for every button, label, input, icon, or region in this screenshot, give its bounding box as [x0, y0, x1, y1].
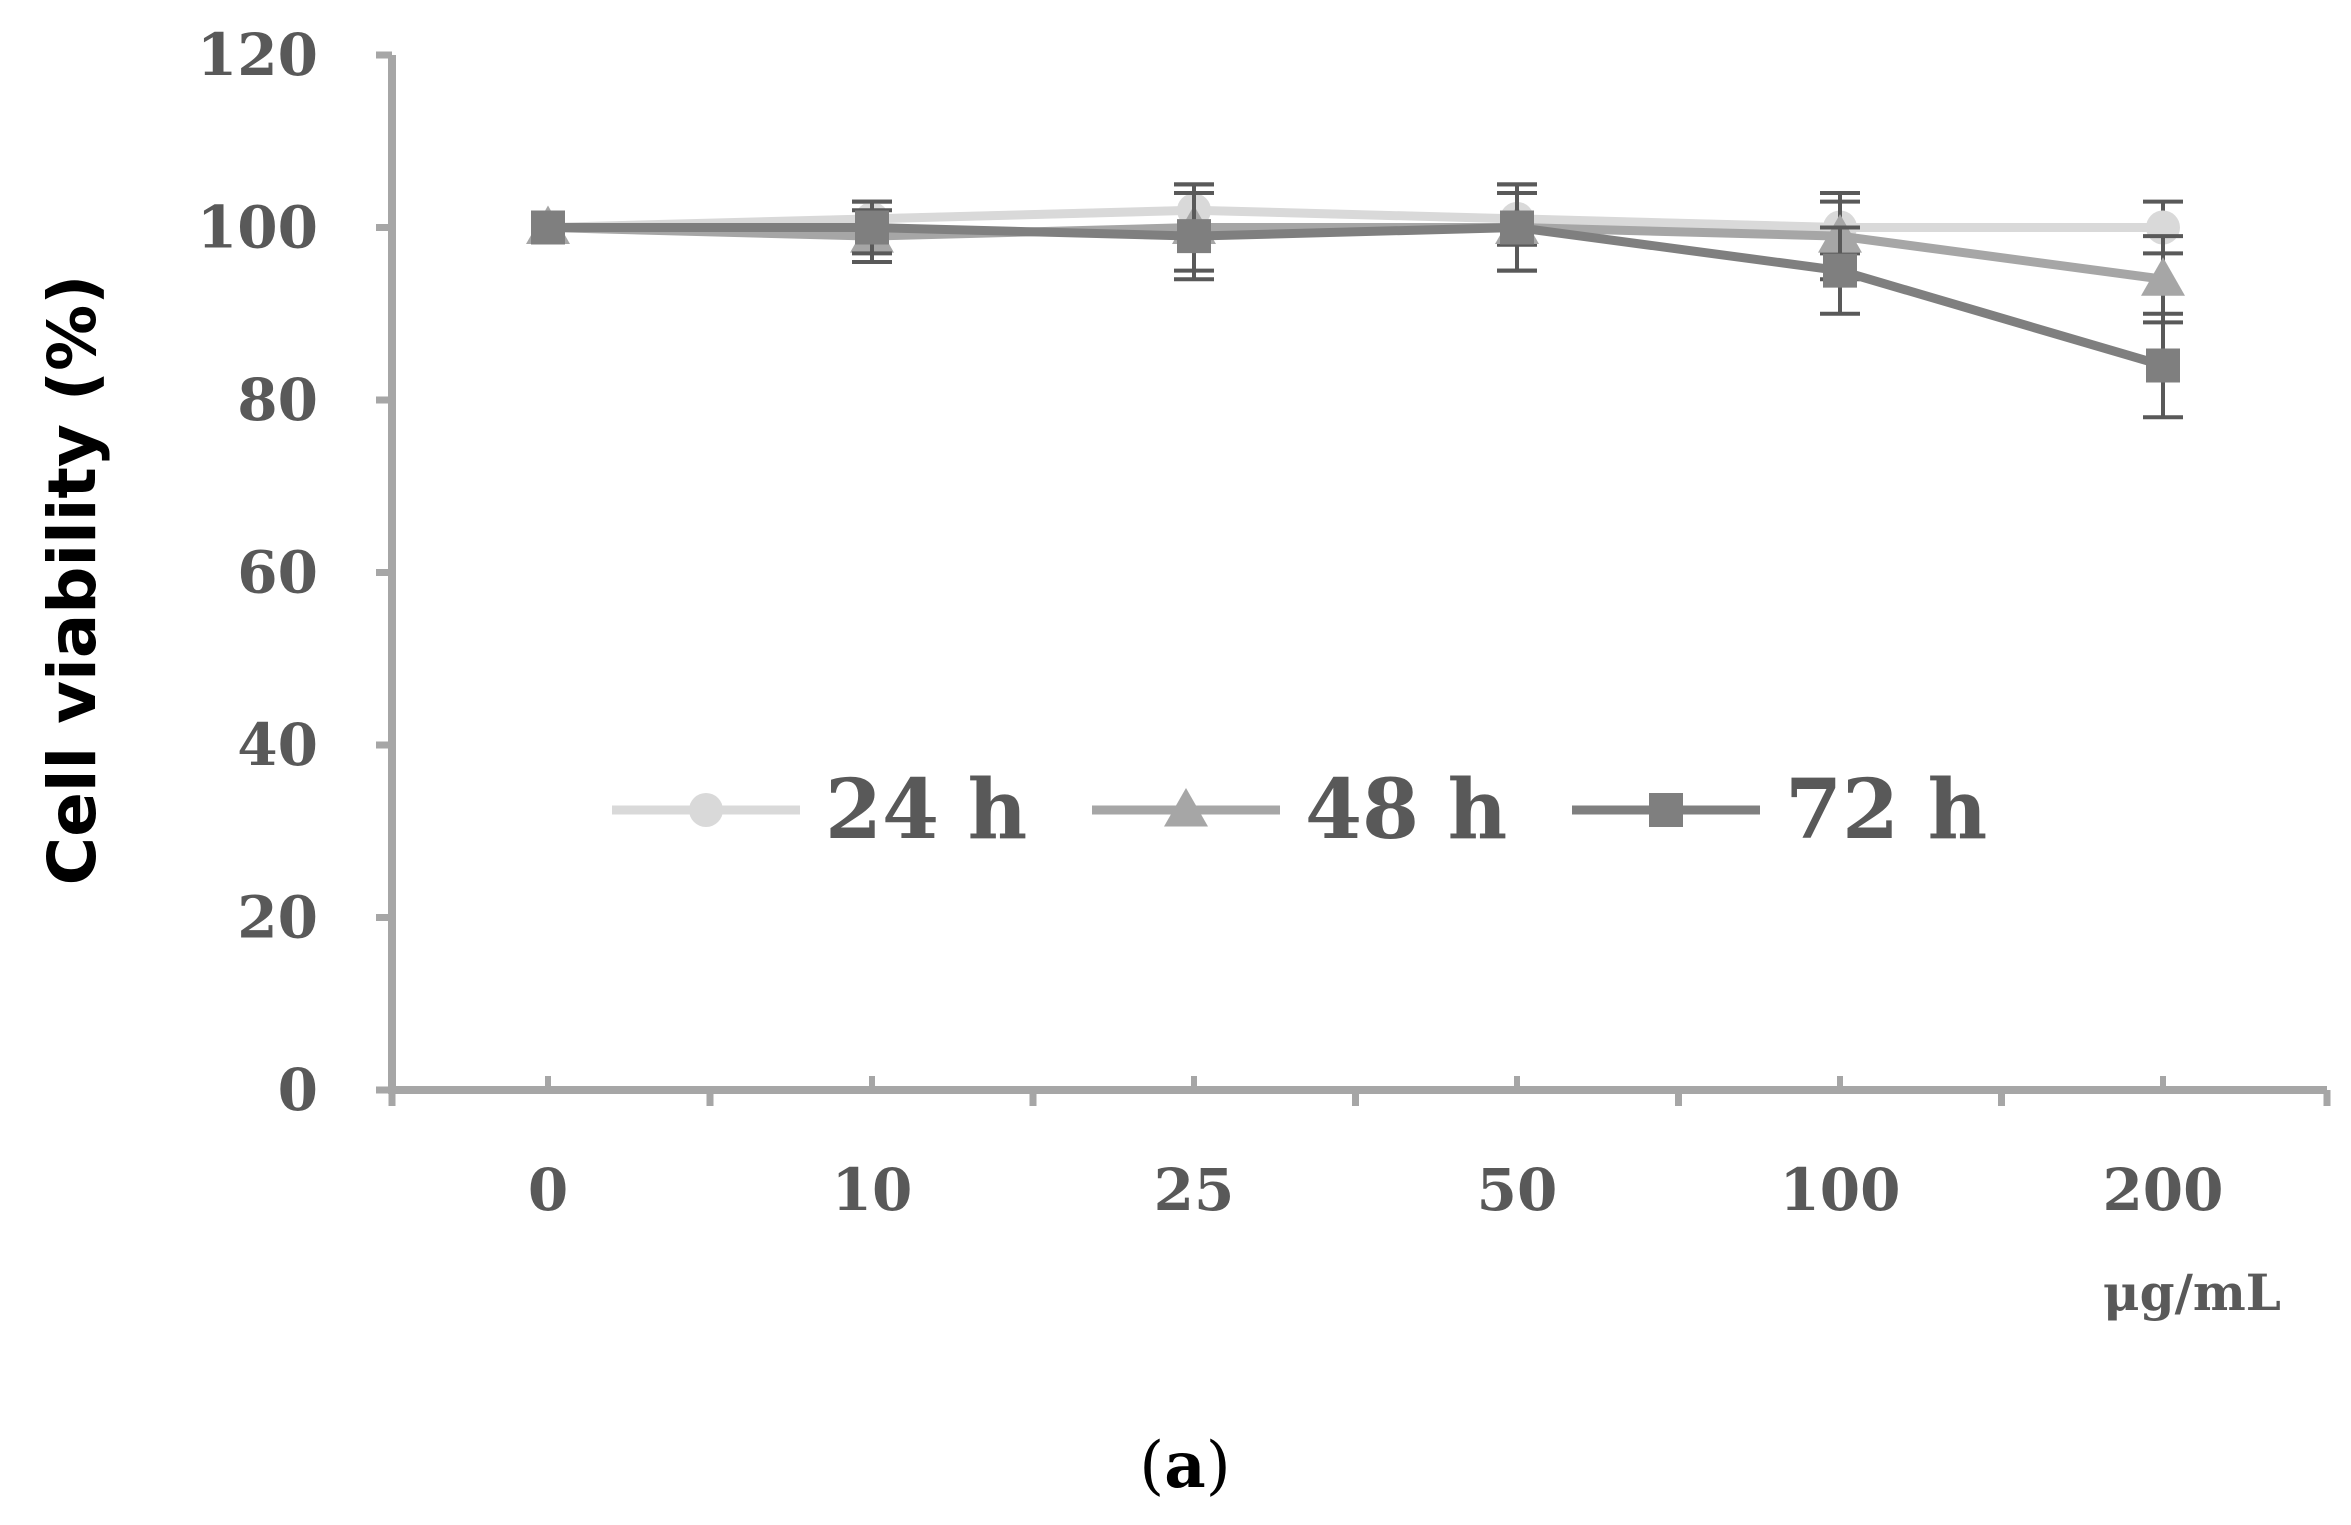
y-tick-label: 0 [278, 1056, 318, 1124]
legend-label: 48 h [1305, 762, 1507, 858]
legend-item: 72 h [1572, 762, 1987, 858]
legend-label: 72 h [1785, 762, 1987, 858]
y-tick-labels: 0 20 40 60 80 100 120 [197, 21, 318, 1124]
series-72h [531, 182, 2183, 420]
legend-marker [1164, 788, 1208, 827]
data-point [531, 210, 565, 245]
legend-label: 24 h [825, 762, 1027, 858]
x-tick-labels: 0 10 25 50 100 200 [528, 1156, 2224, 1224]
y-tick-label: 40 [237, 711, 318, 779]
legend-marker [1649, 793, 1683, 827]
data-point [2141, 257, 2185, 296]
y-tick-label: 20 [237, 884, 318, 952]
data-point [1177, 219, 1211, 254]
legend-item: 48 h [1092, 762, 1507, 858]
y-axis-label: Cell viability (%) [34, 275, 111, 886]
x-tick-label: 200 [2102, 1156, 2223, 1224]
x-axis-unit: μg/mL [2103, 1263, 2281, 1322]
data-point [855, 210, 889, 245]
data-point [2146, 348, 2180, 383]
figure-caption-letter: a [1164, 1428, 1205, 1503]
x-tick-label: 0 [528, 1156, 568, 1224]
legend-item: 24 h [612, 762, 1027, 858]
series-line [547, 205, 2163, 232]
series-line [548, 223, 2165, 370]
y-tick-label: 60 [237, 539, 318, 607]
series-24h [531, 182, 2183, 256]
y-tick-label: 120 [197, 21, 318, 89]
x-tick-label: 25 [1154, 1156, 1235, 1224]
x-tick-label: 100 [1779, 1156, 1900, 1224]
legend: 24 h 48 h 72 h [612, 762, 1987, 858]
axes [376, 51, 2331, 1106]
x-tick-label: 10 [832, 1156, 913, 1224]
x-tick-label: 50 [1477, 1156, 1558, 1224]
y-tick-label: 80 [237, 366, 318, 434]
data-point [1500, 210, 1534, 245]
series-layer [526, 182, 2185, 420]
figure-caption: (a) [1139, 1428, 1230, 1503]
data-point [1823, 253, 1857, 288]
y-tick-label: 100 [197, 194, 318, 262]
legend-marker [689, 793, 723, 827]
